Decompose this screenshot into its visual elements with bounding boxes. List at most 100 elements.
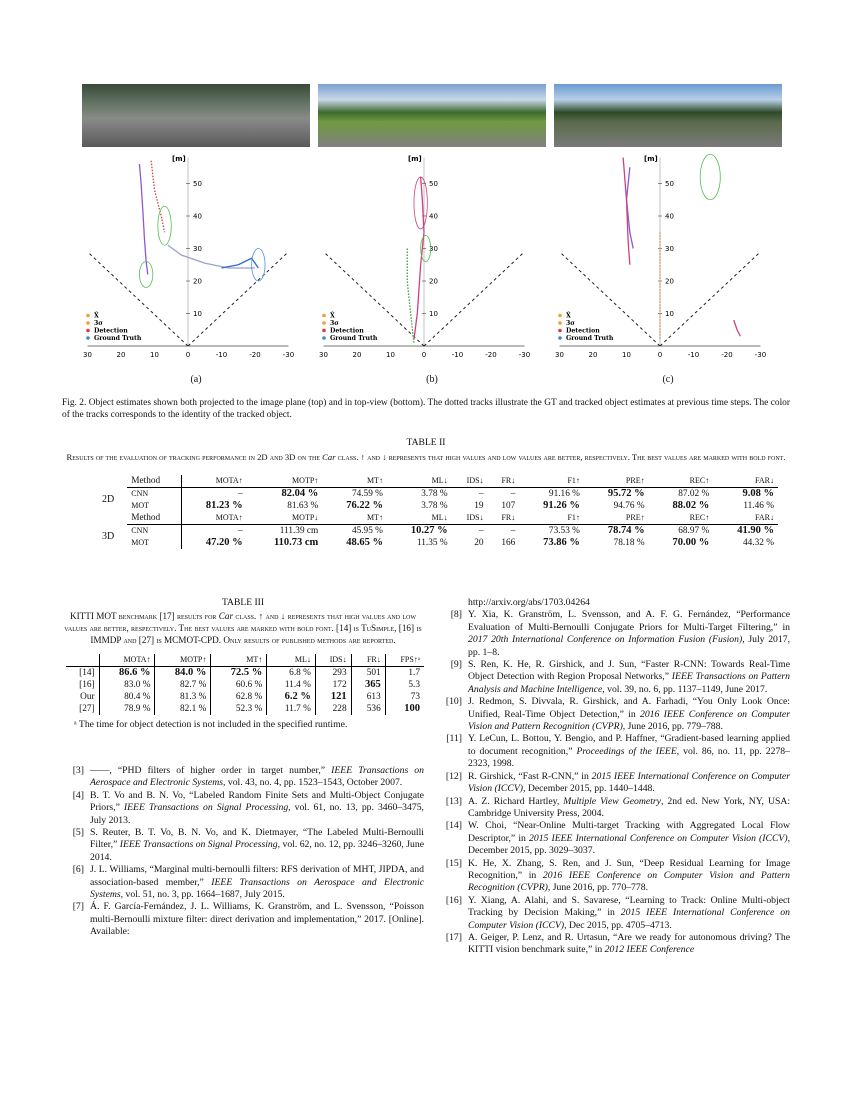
table-cell: 45.95 %	[351, 526, 383, 536]
table-header-row: Method MOTA↑ MOTP↑ MT↑ ML↓ IDS↓ FR↓ F1↑ PRE↑ REC↑…	[98, 475, 778, 488]
top-view-plot: 30 20 10 0 -10 -20 -30 10 20 30 40 50 [m] X̂3σDetecti…	[83, 155, 294, 359]
table-row: 3D CNN – 111.39 cm 45.95 % 10.27 % – – 73.53 % 78…	[98, 524, 778, 542]
reference-text: A. Geiger, P. Lenz, and R. Urtasun, “Are…	[468, 932, 790, 957]
legend-label: Ground Truth	[330, 335, 378, 342]
table-cell: 73.53 %	[548, 526, 580, 536]
table-cell: 95.72 %	[607, 488, 645, 499]
x-tick-label: -20	[721, 351, 732, 359]
reference-item: [5] S. Reuter, B. T. Vo, B. N. Vo, and K.…	[62, 827, 424, 864]
table-cell: 365	[350, 679, 386, 691]
table-cell: 100	[384, 703, 424, 715]
table-row: MOT 47.20 % 110.73 cm 48.65 % 11.35 % 20 166 73…	[98, 537, 778, 549]
table-cell: 11.35 %	[416, 538, 448, 548]
reference-venue: 2012 IEEE Conference	[604, 944, 695, 956]
table-cell: 110.73 cm	[273, 537, 319, 548]
reference-text: Y. LeCun, L. Bottou, Y. Bengio, and P. H…	[468, 733, 790, 770]
x-tick-label: -10	[216, 351, 227, 359]
table-cell: 78.9 %	[98, 703, 155, 715]
reference-text: S. Ren, K. He, R. Girshick, and J. Sun, …	[468, 659, 790, 696]
dim-cell	[98, 475, 127, 488]
legend-label: X̂	[94, 312, 99, 319]
table-cell: 83.0 %	[98, 679, 155, 691]
table-cell: 20	[474, 538, 484, 548]
table-iii-caption: KITTI MOT benchmark [17] results for Car…	[62, 610, 424, 646]
table-cell: 82.7 %	[154, 679, 211, 691]
table-row: [14] 86.6 % 84.0 % 72.5 % 6.8 % 293 501 1.7	[66, 666, 424, 679]
column-header: MT↑	[322, 512, 387, 525]
top-view-plot: 30 20 10 0 -10 -20 -30 10 20 30 40 50 [m] X̂3σDetecti…	[319, 155, 530, 359]
table-cell: 76.22 %	[346, 500, 383, 511]
column-header: FAR↓	[713, 475, 778, 488]
reference-text: A. Z. Richard Hartley, Multiple View Geo…	[468, 796, 790, 821]
table-cell: 73.86 %	[543, 537, 580, 548]
table-cell: 73	[384, 691, 424, 703]
reference-details: , June 2016, pp. 779–788.	[622, 721, 723, 733]
column-header: FR↓	[350, 654, 386, 667]
reference-continuation: http://arxiv.org/abs/1703.04264	[468, 597, 590, 608]
reference-number: [14]	[445, 820, 462, 832]
subfigure-label: (c)	[662, 374, 674, 385]
reference-details: , Dec 2015, pp. 4705–4713.	[564, 919, 672, 931]
y-tick-label: 50	[193, 180, 202, 188]
reference-number: [7]	[72, 901, 84, 913]
caption-text: class. ↑ and ↓ represents that high valu…	[64, 611, 422, 645]
reference-number: [5]	[72, 827, 84, 839]
column-header: MT↑	[322, 475, 387, 488]
y-unit-label: [m]	[408, 155, 422, 163]
table-cell: 86.6 %	[98, 666, 155, 679]
legend-marker	[322, 336, 326, 340]
legend-label: Detection	[566, 328, 600, 335]
method-label: Our	[80, 692, 95, 702]
reference-authors-title: J. Redmon, S. Divvala, R. Girshick, and …	[468, 696, 790, 720]
y-tick-label: 10	[665, 310, 674, 318]
reference-venue: IEEE Transactions on Signal Processing	[123, 802, 289, 814]
table-cell: –	[510, 489, 516, 499]
table-cell: 121	[314, 691, 352, 703]
legend-label: Detection	[330, 328, 364, 335]
table-cell: 10.27 %	[410, 525, 448, 536]
reference-number: [6]	[72, 864, 84, 876]
legend-label: X̂	[566, 312, 571, 319]
table-cell: 5.3	[384, 679, 424, 691]
table-cell: 82.04 %	[281, 488, 319, 499]
reference-authors-title: K. He, X. Zhang, S. Ren, and J. Sun, “De…	[468, 857, 790, 881]
reference-authors-title: Y. LeCun, L. Bottou, Y. Bengio, and P. H…	[468, 733, 790, 757]
covariance-ellipse	[420, 235, 432, 262]
column-header: ML↓	[386, 475, 452, 488]
table-cell: 68.97 %	[678, 526, 710, 536]
field-of-view-left	[559, 251, 661, 347]
reference-details: , vol. 86, no. 11, pp. 2278–2323, 1998.	[468, 745, 790, 770]
column-header: PRE↑	[583, 475, 649, 488]
table-cell: –	[180, 487, 247, 500]
table-cell: 78.74 %	[607, 525, 645, 536]
camera-image	[318, 84, 546, 147]
track-line	[625, 167, 634, 249]
reference-number: [9]	[450, 659, 462, 671]
table-cell: –	[478, 526, 484, 536]
legend-marker	[86, 321, 90, 325]
table-cell: 228	[314, 703, 352, 715]
reference-details: , vol. 43, no. 4, pp. 1523–1543, October…	[223, 777, 403, 789]
reference-authors-title: B. T. Vo and B. N. Vo, “Labeled Random F…	[90, 789, 424, 814]
legend-marker	[558, 313, 562, 318]
legend-label: 3σ	[566, 320, 575, 327]
reference-details: , 2nd ed. New York, NY, USA: Cambridge U…	[468, 795, 791, 819]
y-tick-label: 40	[665, 213, 674, 221]
column-header: MOTA↑	[180, 475, 247, 488]
x-tick-label: 10	[386, 351, 395, 359]
reference-item: [16] Y. Xiang, A. Alahi, and S. Savarese,…	[440, 895, 790, 932]
table-cell: 74.59 %	[351, 489, 383, 499]
table-cell: 613	[350, 691, 386, 703]
x-tick-label: -30	[519, 351, 530, 359]
table-cell: 44.32 %	[743, 538, 774, 548]
reference-authors-title: A. Z. Richard Hartley,	[468, 795, 564, 807]
reference-text: J. Redmon, S. Divvala, R. Girshick, and …	[468, 696, 790, 733]
y-tick-label: 30	[193, 245, 202, 253]
y-tick-label: 40	[193, 213, 202, 221]
column-header: IDS↓	[451, 475, 488, 488]
reference-item: [10] J. Redmon, S. Divvala, R. Girshick, …	[440, 696, 790, 733]
covariance-ellipse	[413, 176, 428, 230]
reference-venue: 2016 IEEE Conference on Computer Vision …	[468, 869, 790, 894]
table-cell: 84.0 %	[154, 666, 211, 679]
method-label: [14]	[79, 668, 95, 678]
